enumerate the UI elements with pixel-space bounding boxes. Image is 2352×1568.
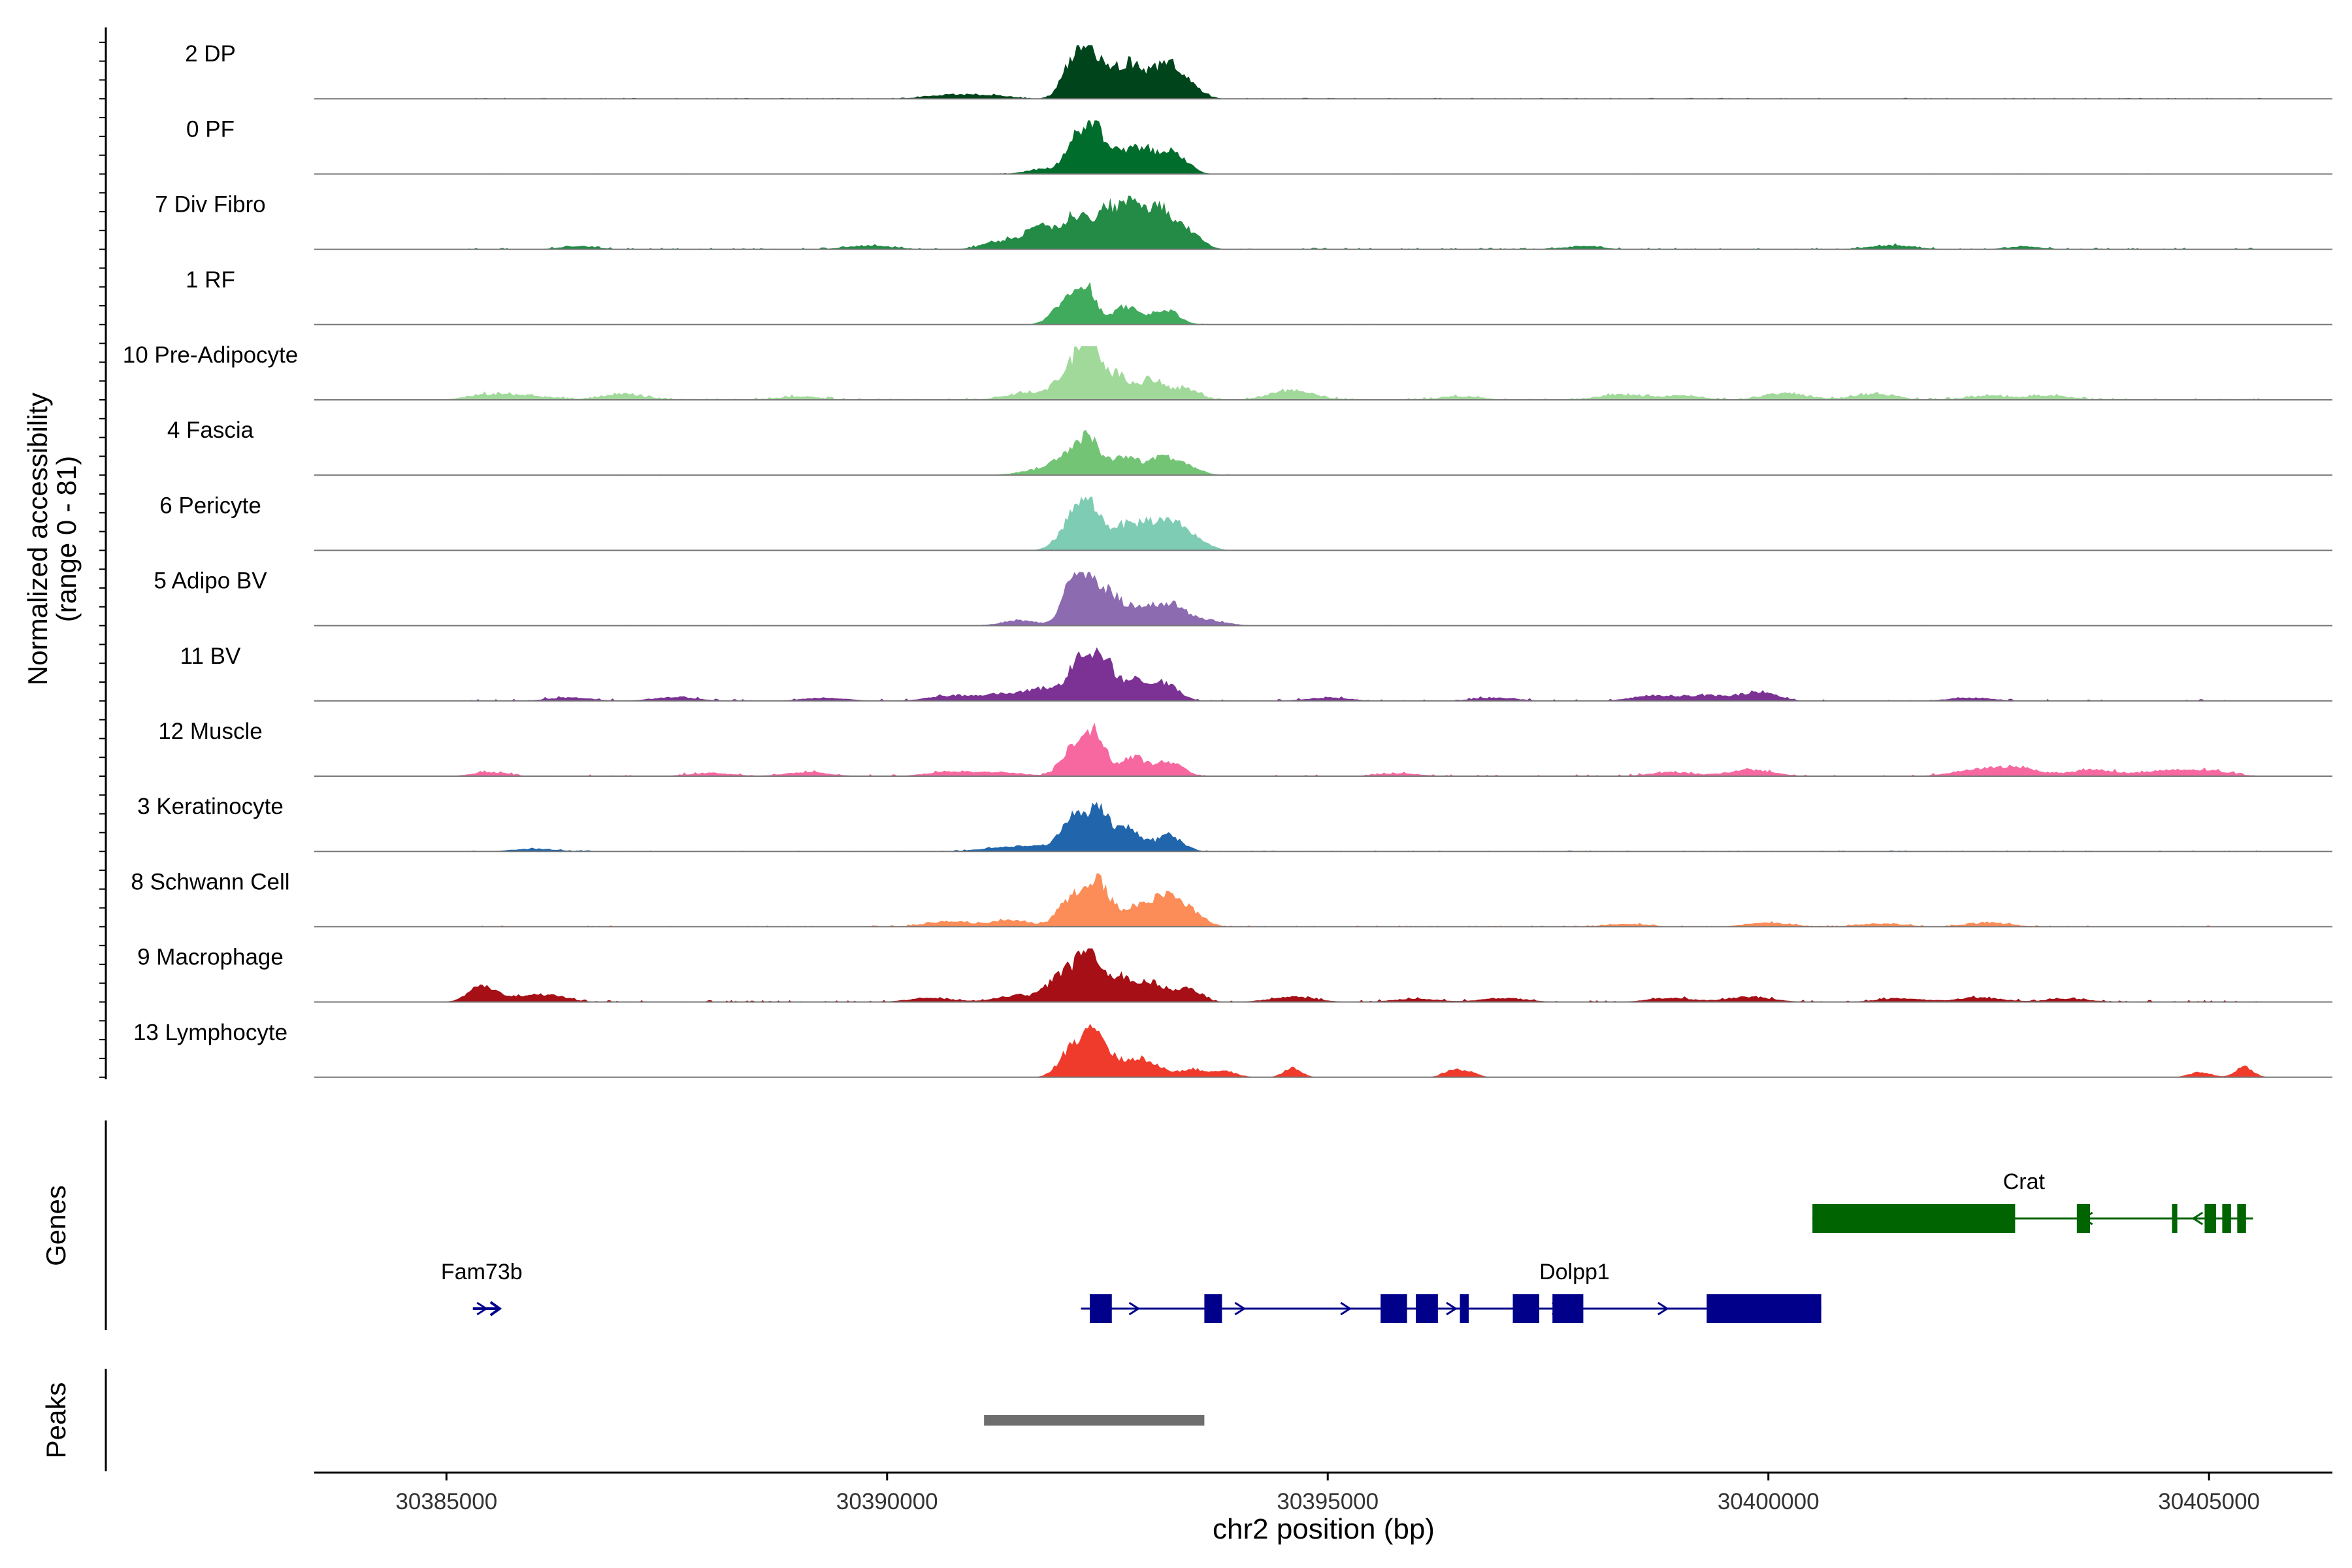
x-axis: 30385000 30390000 30395000 30400000 30405000…: [314, 1471, 2332, 1545]
coverage-area: [314, 346, 2332, 400]
coverage-y-axis: [99, 27, 107, 1079]
track-0-pf: 0 PF: [186, 116, 2332, 175]
x-axis-ticks: 30385000 30390000 30395000 30400000 30405000: [395, 1473, 2260, 1514]
track-label: 3 Keratinocyte: [137, 794, 284, 819]
x-axis-title: chr2 position (bp): [1213, 1513, 1435, 1545]
track-label: 13 Lymphocyte: [133, 1020, 287, 1045]
track-label: 1 RF: [186, 267, 235, 293]
exon: [1707, 1294, 1821, 1323]
exon: [1380, 1294, 1407, 1323]
gene-dolpp1: Dolpp1: [1081, 1260, 1821, 1323]
strand-arrow: [1234, 1301, 1247, 1316]
x-tick-label: 30385000: [395, 1489, 497, 1514]
exon: [1552, 1294, 1584, 1323]
track-7-div-fibro: 7 Div Fibro: [155, 192, 2332, 250]
track-label: 7 Div Fibro: [155, 192, 265, 218]
strand-arrow: [1446, 1301, 1458, 1316]
track-label: 2 DP: [185, 41, 236, 67]
strand-arrow: [472, 1301, 502, 1316]
exon: [1416, 1294, 1438, 1323]
genes-track-label: Genes: [41, 1185, 71, 1266]
gene-label: Crat: [2003, 1169, 2046, 1194]
x-tick-label: 30395000: [1277, 1489, 1379, 1514]
x-tick-label: 30405000: [2158, 1489, 2260, 1514]
strand-arrow: [1658, 1301, 1669, 1316]
track-5-adipo-bv: 5 Adipo BV: [154, 568, 2332, 627]
track-1-rf: 1 RF: [186, 267, 2332, 325]
gene-label: Dolpp1: [1539, 1260, 1610, 1284]
coverage-area: [314, 948, 2332, 1002]
gene-label: Fam73b: [441, 1260, 523, 1284]
exon: [2076, 1204, 2091, 1233]
track-13-lymphocyte: 13 Lymphocyte: [133, 1020, 2332, 1078]
track-11-bv: 11 BV: [180, 644, 2332, 702]
gene-fam73b: Fam73b: [441, 1260, 523, 1316]
coverage-tracks: 2 DP 0 PF 7 Div Fibro 1 RF 10 Pre-Adipocyte 4…: [123, 41, 2332, 1078]
exon: [1090, 1294, 1112, 1323]
exon: [1460, 1294, 1469, 1323]
track-9-macrophage: 9 Macrophage: [137, 945, 2332, 1003]
exon: [1812, 1204, 2016, 1233]
track-label: 10 Pre-Adipocyte: [123, 342, 298, 368]
track-12-muscle: 12 Muscle: [158, 719, 2332, 777]
coverage-y-ticks: [99, 41, 106, 1078]
y-axis-label-range: (range 0 - 81): [51, 456, 82, 622]
track-label: 12 Muscle: [158, 719, 263, 744]
track-label: 8 Schwann Cell: [131, 869, 289, 894]
peaks-panel: Peaks: [41, 1369, 1205, 1471]
track-label: 6 Pericyte: [159, 493, 261, 518]
strand-arrow: [1128, 1301, 1141, 1316]
strand-arrow: [2191, 1211, 2204, 1226]
exon: [2237, 1204, 2246, 1233]
peaks-track-label: Peaks: [41, 1382, 71, 1459]
track-8-schwann-cell: 8 Schwann Cell: [131, 869, 2332, 928]
peak-region-bar: [984, 1415, 1205, 1426]
exon: [2204, 1204, 2216, 1233]
track-label: 0 PF: [186, 116, 235, 142]
track-6-pericyte: 6 Pericyte: [159, 493, 2332, 551]
x-tick-label: 30390000: [836, 1489, 938, 1514]
x-tick-label: 30400000: [1718, 1489, 1820, 1514]
genes-panel: Genes Crat Dolpp1 Fam73b: [41, 1120, 2253, 1330]
track-label: 11 BV: [180, 644, 241, 669]
track-10-pre-adipocyte: 10 Pre-Adipocyte: [123, 342, 2332, 400]
exon: [2222, 1204, 2231, 1233]
track-4-fascia: 4 Fascia: [167, 417, 2332, 476]
track-3-keratinocyte: 3 Keratinocyte: [137, 794, 2332, 853]
y-axis-label: Normalized accessibility: [22, 393, 53, 685]
strand-arrow: [1340, 1301, 1352, 1316]
peak-regions: [984, 1415, 1205, 1426]
exon: [1512, 1294, 1539, 1323]
exon: [1204, 1294, 1222, 1323]
gene-models: Crat Dolpp1 Fam73b: [441, 1169, 2253, 1323]
track-label: 9 Macrophage: [137, 945, 284, 970]
track-label: 4 Fascia: [167, 417, 254, 443]
exon: [2172, 1204, 2178, 1233]
gene-crat: Crat: [1812, 1169, 2253, 1233]
track-label: 5 Adipo BV: [154, 568, 267, 594]
track-2-dp: 2 DP: [185, 41, 2332, 100]
